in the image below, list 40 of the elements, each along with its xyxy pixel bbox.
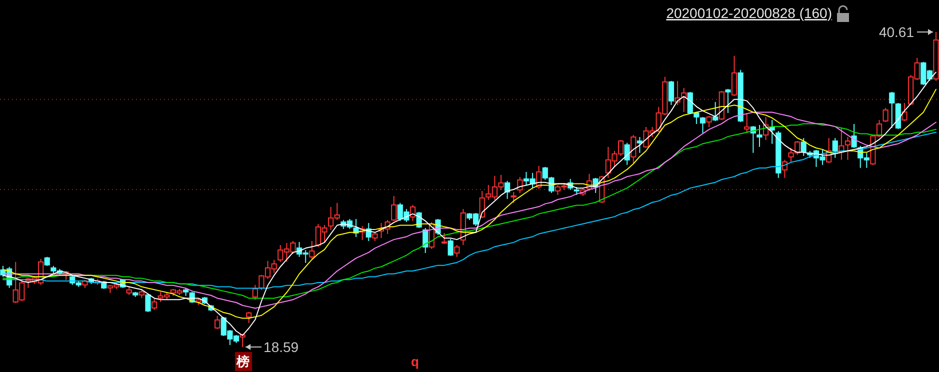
- candlestick: [441, 232, 448, 245]
- text: 榜: [236, 354, 250, 369]
- candlestick: [700, 116, 706, 134]
- candlestick: [246, 311, 252, 324]
- candlestick: [504, 180, 510, 200]
- candlestick: [510, 191, 516, 204]
- candlestick: [800, 138, 806, 156]
- chart-title: 20200102-20200828 (160): [666, 5, 832, 21]
- annotation: 40.61: [878, 24, 914, 40]
- candlestick: [636, 136, 643, 154]
- candlestick: [889, 91, 895, 128]
- candlestick: [214, 315, 220, 330]
- candlestick: [479, 190, 485, 218]
- candlestick: [391, 195, 397, 222]
- candlestick: [309, 240, 315, 260]
- candlestick: [624, 142, 630, 166]
- candlestick: [882, 107, 888, 122]
- candlestick: [902, 102, 908, 122]
- candlestick: [517, 176, 523, 194]
- candlestick: [252, 284, 258, 300]
- candlestick: [694, 111, 700, 124]
- candlestick: [832, 138, 838, 158]
- annotation: 18.59: [264, 339, 299, 355]
- candlestick: [145, 293, 151, 312]
- candlestick: [712, 101, 718, 122]
- candlestick: [706, 115, 712, 128]
- candlestick: [844, 136, 851, 160]
- candlestick: [756, 124, 762, 148]
- candlestick: [372, 231, 378, 242]
- candlestick: [630, 134, 636, 164]
- candlestick: [851, 123, 857, 148]
- candlestick: [744, 112, 750, 134]
- candlestick: [731, 55, 738, 96]
- candlestick: [725, 88, 731, 114]
- text: q: [411, 354, 420, 369]
- candlestick: [151, 298, 158, 310]
- candlestick: [448, 238, 454, 256]
- candlestick: [454, 244, 460, 258]
- candlestick: [668, 80, 674, 106]
- candlestick: [44, 256, 50, 266]
